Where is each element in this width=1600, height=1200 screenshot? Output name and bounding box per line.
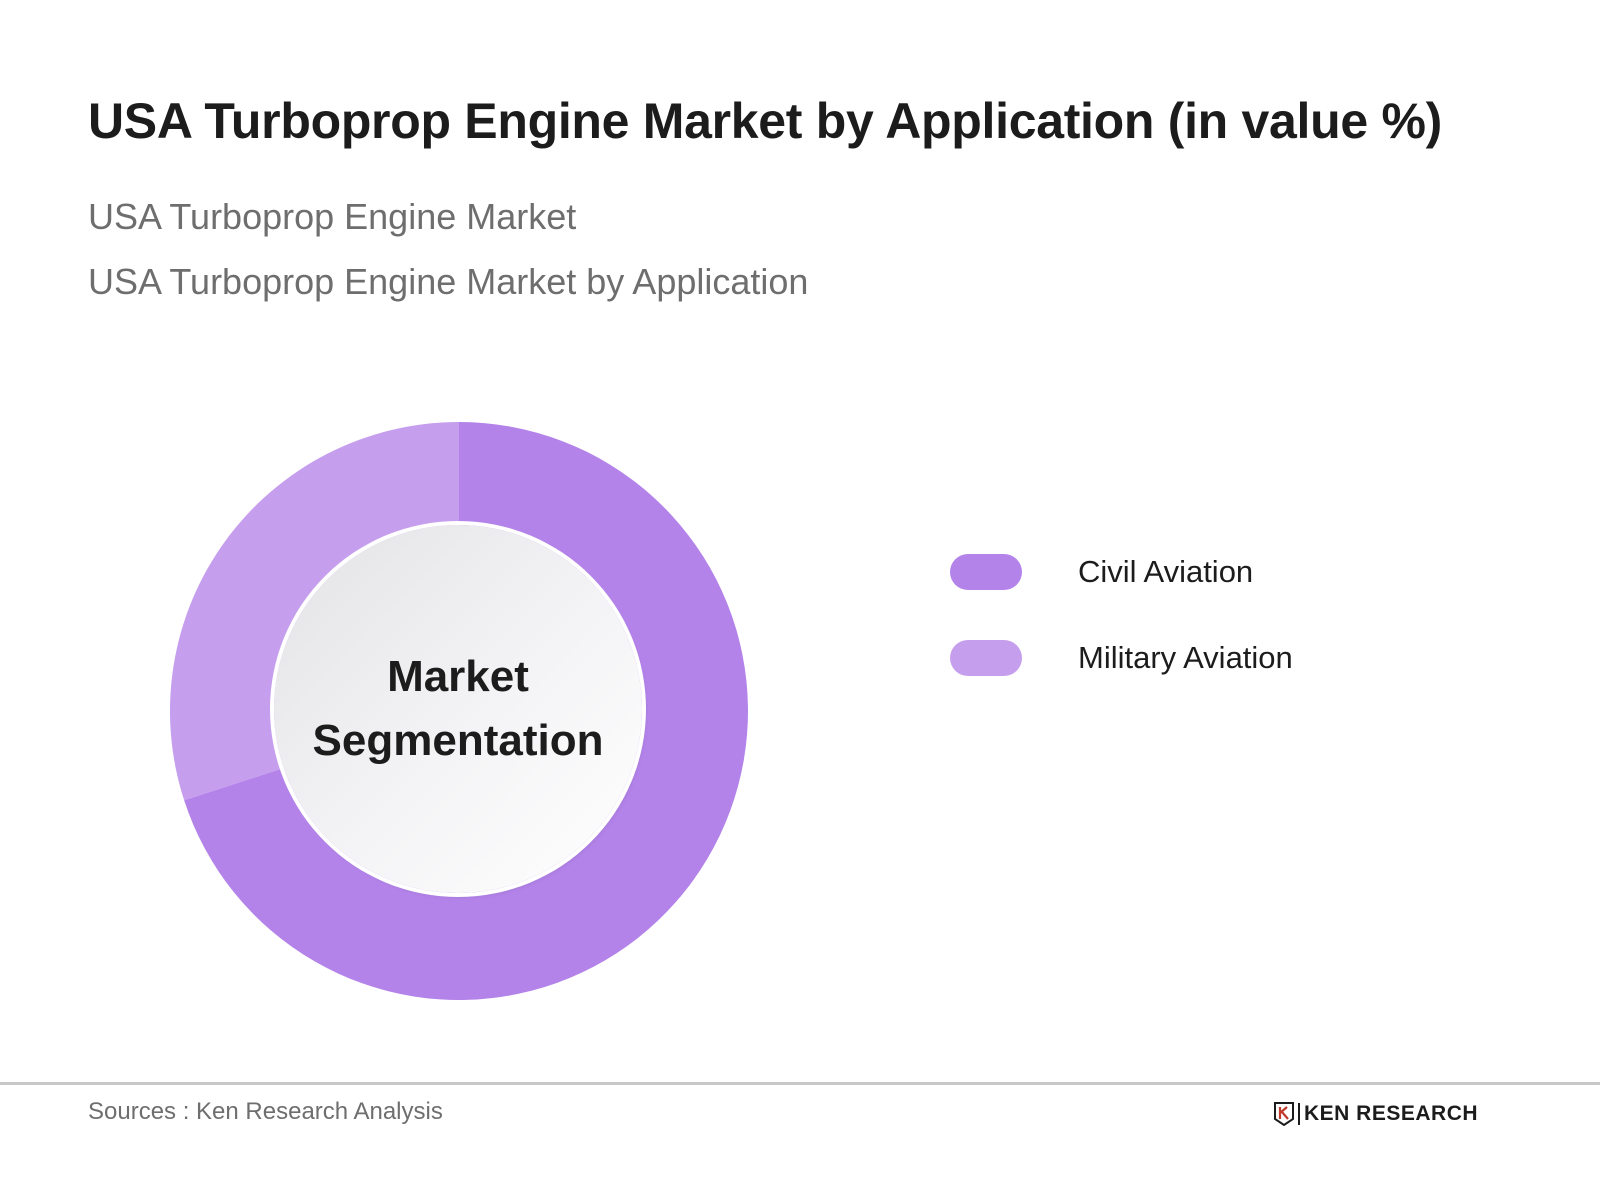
center-label-line-1: Market — [387, 652, 529, 701]
brand-logo: KEN RESEARCH — [1274, 1102, 1478, 1126]
donut-center: Market Segmentation — [274, 525, 642, 893]
chart-title: USA Turboprop Engine Market by Applicati… — [88, 93, 1442, 149]
footer-divider — [0, 1082, 1600, 1085]
legend-item-civil-aviation[interactable]: Civil Aviation — [950, 548, 1293, 596]
donut-center-label: Market Segmentation — [313, 645, 604, 773]
center-label-line-2: Segmentation — [312, 716, 604, 765]
chart-legend: Civil Aviation Military Aviation — [950, 548, 1293, 720]
brand-separator — [1298, 1103, 1300, 1125]
legend-item-military-aviation[interactable]: Military Aviation — [950, 634, 1293, 682]
ken-research-logo-icon — [1274, 1102, 1294, 1126]
legend-label: Military Aviation — [1078, 640, 1293, 675]
brand-name: KEN RESEARCH — [1304, 1102, 1479, 1125]
chart-subtitle-application: USA Turboprop Engine Market by Applicati… — [88, 261, 809, 302]
legend-swatch-military-aviation — [950, 640, 1022, 676]
source-note: Sources : Ken Research Analysis — [88, 1098, 443, 1125]
legend-label: Civil Aviation — [1078, 554, 1254, 589]
chart-subtitle-market: USA Turboprop Engine Market — [88, 196, 577, 237]
legend-swatch-civil-aviation — [950, 554, 1022, 590]
